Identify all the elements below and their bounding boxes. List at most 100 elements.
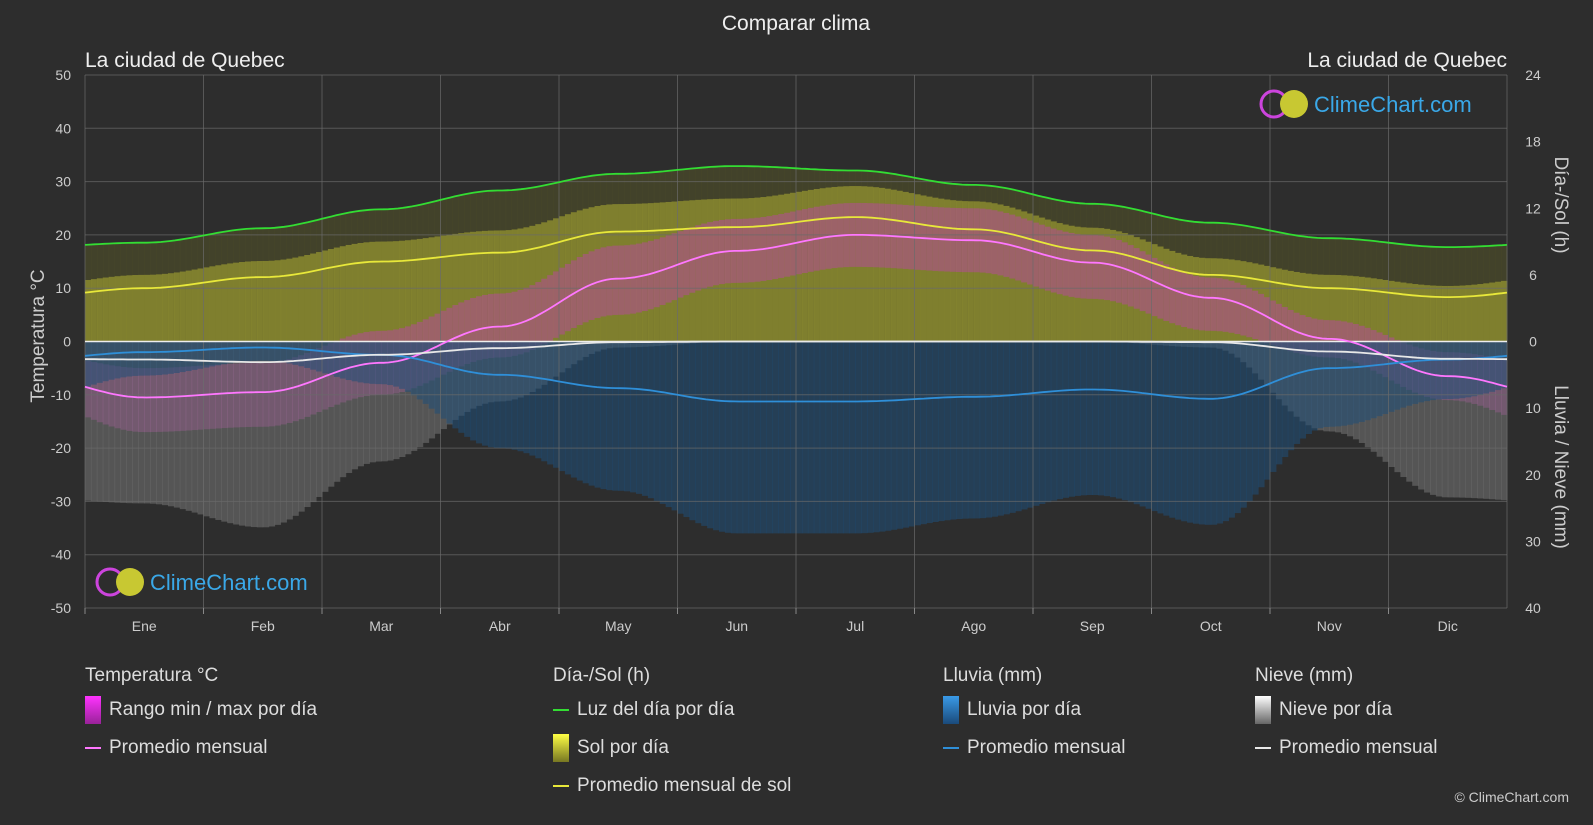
y-left-tick: -30	[51, 493, 71, 509]
rain-bar	[363, 341, 370, 384]
sun-bar	[1252, 263, 1259, 342]
rain-bar	[837, 341, 844, 534]
temp-range-bar	[1121, 242, 1129, 305]
temp-range-bar	[1287, 309, 1295, 352]
temp-range-bar	[487, 294, 495, 359]
rain-bar	[926, 341, 933, 524]
rain-bar	[1252, 341, 1259, 495]
sun-bar	[1270, 267, 1277, 342]
rain-bar	[1352, 341, 1360, 424]
temp-range-bar	[493, 293, 501, 358]
sun-avg-line	[84, 216, 1508, 298]
snow-bar	[250, 341, 258, 528]
rain-bar	[624, 341, 631, 492]
rain-bar	[570, 341, 578, 478]
sun-bar	[1471, 284, 1478, 342]
rain-bar	[1305, 341, 1312, 435]
rain-bar	[908, 341, 915, 527]
sun-bar	[553, 218, 560, 342]
sun-bar	[434, 236, 441, 342]
rain-bar	[641, 341, 649, 496]
rain-bar	[185, 341, 193, 372]
rain-bar	[742, 341, 750, 534]
temp-range-bar	[1021, 218, 1028, 283]
rain-bar	[345, 341, 353, 381]
rain-bar	[724, 341, 732, 533]
sun-bar	[1317, 274, 1324, 342]
sun-bar	[1169, 250, 1176, 342]
sun-bar	[280, 259, 287, 342]
snow-avg-line	[85, 340, 1508, 364]
snow-bar	[120, 341, 127, 503]
rain-bar	[1311, 341, 1318, 431]
snow-bar	[150, 341, 157, 504]
sun-bar	[979, 201, 987, 342]
y-right-top-tick: 18	[1525, 134, 1541, 150]
sun-bar	[576, 210, 584, 342]
sun-bar	[256, 261, 264, 342]
rain-bar	[1009, 341, 1016, 513]
sun-bar	[333, 247, 341, 342]
temp-range-bar	[659, 237, 667, 305]
y-left-tick: 0	[63, 334, 71, 350]
rain-bar	[612, 341, 619, 491]
rain-bar	[162, 341, 169, 375]
sun-bar	[1489, 282, 1496, 342]
rain-bar	[1074, 341, 1081, 496]
sun-bar	[481, 230, 489, 342]
sun-bar	[1258, 264, 1265, 342]
sun-bar	[1477, 284, 1484, 342]
sun-bar	[1352, 276, 1360, 342]
temp-range-bar	[1210, 277, 1218, 331]
temp-range-bar	[618, 245, 625, 315]
rain-bar	[428, 341, 436, 409]
rain-bar	[310, 341, 317, 370]
temp-range-bar	[1062, 231, 1070, 296]
sun-bar	[470, 231, 477, 342]
sun-bar	[831, 186, 838, 342]
temp-range-bar	[1175, 270, 1182, 326]
rain-bar	[1489, 341, 1496, 392]
logo-sun-icon	[1280, 90, 1308, 118]
sun-bar	[428, 237, 436, 342]
sun-bar	[1056, 223, 1064, 342]
temp-range-bar	[600, 247, 607, 317]
rain-bar	[890, 341, 898, 530]
rain-bar	[262, 341, 270, 361]
rain-bar	[481, 341, 489, 446]
y-right-bottom-tick: 10	[1525, 400, 1541, 416]
snow-bar	[215, 341, 222, 520]
sun-bar	[559, 216, 566, 342]
temp-range-bar	[1240, 285, 1247, 336]
sun-bar	[292, 257, 299, 342]
rain-bar	[1021, 341, 1028, 510]
sun-bar	[1429, 285, 1437, 342]
rain-bar	[683, 341, 690, 518]
temp-range-bar	[1127, 245, 1135, 307]
sun-bar	[932, 197, 939, 342]
rain-bar	[1287, 341, 1295, 451]
sun-bar	[505, 230, 513, 342]
rain-bar	[659, 341, 667, 504]
sun-bar	[138, 274, 145, 342]
rain-bar	[173, 341, 181, 373]
sun-bar	[801, 190, 809, 342]
rain-bar	[1151, 341, 1158, 512]
sun-bar	[1364, 277, 1372, 342]
sun-bar	[1459, 285, 1467, 342]
snow-bar	[399, 341, 406, 458]
sun-bar	[369, 241, 376, 342]
snow-bar	[1489, 341, 1496, 500]
rain-bar	[1424, 341, 1431, 402]
rain-bar	[1400, 341, 1407, 408]
snow-bar	[108, 341, 116, 503]
rain-bar	[1080, 341, 1087, 496]
sun-bar	[541, 222, 548, 342]
sun-bar	[452, 233, 459, 342]
rain-bar	[511, 341, 519, 450]
temp-range-bar	[1098, 235, 1105, 300]
y-right-bottom-tick: 40	[1525, 600, 1541, 616]
sun-bar	[239, 262, 246, 342]
rain-bar	[1068, 341, 1075, 497]
snow-bar	[185, 341, 193, 511]
